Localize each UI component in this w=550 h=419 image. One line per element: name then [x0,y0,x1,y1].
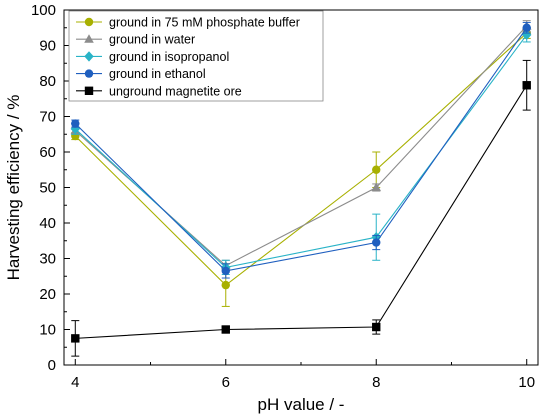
legend-marker [84,69,94,78]
data-point [522,23,531,32]
legend-item: unground magnetite ore [76,84,242,98]
data-point [70,123,80,135]
series-line [75,84,528,339]
data-point [221,266,230,276]
x-tick-label: 6 [222,374,230,391]
data-point [522,81,531,90]
legend-label: ground in ethanol [109,67,206,81]
y-axis-title: Harvesting efficiency / % [4,95,23,281]
legend-label: ground in 75 mM phosphate buffer [109,16,300,30]
y-tick-label: 100 [31,2,56,19]
series-4 [71,59,531,357]
legend-marker [84,17,94,27]
legend-label: ground in isopropanol [109,50,229,64]
y-tick-label: 0 [48,357,56,374]
x-axis-title: pH value / - [258,395,345,414]
legend-item: ground in water [76,33,195,47]
data-point [221,325,230,334]
y-tick-label: 90 [39,38,56,55]
legend-marker [84,51,94,62]
y-tick-label: 70 [39,109,56,126]
data-point [372,238,381,247]
data-point [71,334,80,343]
data-point [221,280,230,290]
series-3 [71,21,531,279]
y-tick-label: 60 [39,144,56,161]
legend: ground in 75 mM phosphate buffer ground i… [68,10,324,102]
x-tick-label: 4 [71,374,79,391]
series-line [74,27,528,272]
data-point [372,165,381,174]
legend-item: ground in isopropanol [76,50,229,64]
series-layer [70,20,532,357]
legend-label: unground magnetite ore [109,84,242,98]
data-point [522,29,532,41]
legend-item: ground in 75 mM phosphate buffer [76,16,300,30]
y-tick-label: 80 [39,73,56,90]
legend-marker [84,86,94,95]
y-tick-label: 50 [39,180,56,197]
y-tick-label: 10 [39,322,56,339]
legend-label: ground in water [109,33,195,47]
y-tick-label: 20 [39,286,56,303]
x-tick-label: 10 [518,374,535,391]
data-point [71,119,80,128]
series-line [74,32,528,286]
data-point [371,182,382,192]
legend-box [68,10,324,102]
legend-item: ground in ethanol [76,67,206,81]
legend-marker [84,34,94,43]
y-tick-label: 40 [39,215,56,232]
data-point [372,322,381,332]
y-tick-label: 30 [39,251,56,268]
x-tick-label: 8 [372,374,380,391]
